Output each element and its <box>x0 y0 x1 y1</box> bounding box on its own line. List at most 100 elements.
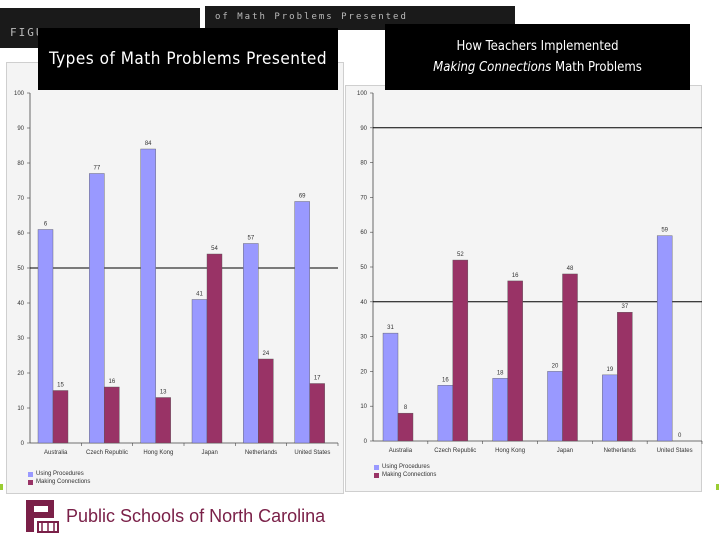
legend-swatch <box>28 479 33 485</box>
bar <box>155 397 171 444</box>
y-tick-label: 100 <box>357 91 368 97</box>
category-label: Japan <box>201 450 217 456</box>
right-chart-title-box: How Teachers Implemented Making Connecti… <box>385 24 690 90</box>
bar <box>507 280 523 442</box>
y-tick-label: 70 <box>360 195 367 201</box>
bar <box>492 378 508 442</box>
y-tick-label: 80 <box>17 161 24 167</box>
data-label: 13 <box>160 390 167 396</box>
footer-org-name: Public Schools of North Carolina <box>66 505 326 526</box>
right-chart-legend: Using Procedures Making Connections <box>374 464 436 480</box>
y-tick-label: 70 <box>17 196 24 202</box>
bar <box>206 253 223 444</box>
bar <box>656 235 673 442</box>
category-label: Netherlands <box>245 450 277 456</box>
category-label: Australia <box>389 448 413 454</box>
category-label: United States <box>657 448 693 454</box>
bar <box>562 273 578 442</box>
y-tick-label: 30 <box>360 335 367 341</box>
bar <box>140 148 156 444</box>
bar <box>243 243 259 444</box>
category-label: Czech Republic <box>86 450 128 456</box>
legend-label: Using Procedures <box>382 464 430 470</box>
bar <box>437 385 454 442</box>
data-label: 37 <box>621 304 628 310</box>
bar <box>52 390 69 444</box>
data-label: 77 <box>93 166 100 172</box>
bar <box>602 374 618 442</box>
data-label: 48 <box>567 266 574 272</box>
bar <box>397 412 414 442</box>
bar <box>37 229 54 444</box>
legend-item-connections: Making Connections <box>374 472 436 478</box>
legend-swatch <box>374 472 379 478</box>
legend-item-connections: Making Connections <box>28 479 90 485</box>
y-tick-label: 50 <box>17 266 24 272</box>
y-tick-label: 10 <box>17 406 24 412</box>
data-label: 17 <box>314 376 321 382</box>
bar <box>294 201 310 444</box>
right-chart-title-rest: Math Problems <box>555 60 642 75</box>
data-label: 59 <box>661 228 668 234</box>
data-label: 41 <box>196 292 203 298</box>
bar <box>547 371 563 442</box>
y-tick-label: 40 <box>17 301 24 307</box>
y-tick-label: 20 <box>360 369 367 375</box>
legend-label: Making Connections <box>382 472 437 478</box>
data-label: 18 <box>497 370 504 376</box>
legend-label: Using Procedures <box>36 471 84 477</box>
legend-swatch <box>28 471 33 477</box>
y-tick-label: 0 <box>21 441 25 447</box>
data-label: 6 <box>44 222 48 228</box>
bar <box>382 332 399 442</box>
left-chart-title-box: Types of Math Problems Presented <box>38 28 338 90</box>
data-label: 0 <box>678 433 682 439</box>
data-label: 84 <box>145 141 152 147</box>
y-tick-label: 40 <box>360 300 367 306</box>
category-label: Czech Republic <box>434 448 476 454</box>
y-tick-label: 80 <box>360 161 367 167</box>
category-label: Australia <box>44 450 68 456</box>
legend-item-procedures: Using Procedures <box>28 471 90 477</box>
footer: Public Schools of North Carolina <box>24 496 325 536</box>
slide-marker <box>716 484 719 490</box>
data-label: 24 <box>262 351 269 357</box>
left-chart-title: Types of Math Problems Presented <box>48 49 328 69</box>
data-label: 16 <box>512 273 519 279</box>
category-label: Netherlands <box>604 448 636 454</box>
legend-swatch <box>374 464 379 470</box>
bar <box>89 173 105 444</box>
y-tick-label: 60 <box>17 231 24 237</box>
legend-label: Making Connections <box>36 479 91 485</box>
right-chart-title-line1: How Teachers Implemented <box>456 39 619 54</box>
data-label: 69 <box>299 194 306 200</box>
y-tick-label: 0 <box>364 439 368 445</box>
data-label: 8 <box>404 405 408 411</box>
data-label: 16 <box>108 379 115 385</box>
legend-item-procedures: Using Procedures <box>374 464 436 470</box>
y-tick-label: 50 <box>360 265 367 271</box>
y-tick-label: 90 <box>17 126 24 132</box>
data-label: 16 <box>442 377 449 383</box>
bar <box>617 312 633 442</box>
slide-marker <box>0 484 3 490</box>
data-label: 31 <box>387 325 394 331</box>
data-label: 52 <box>457 252 464 258</box>
bar <box>104 386 120 444</box>
left-chart-legend: Using Procedures Making Connections <box>28 471 90 487</box>
y-tick-label: 30 <box>17 336 24 342</box>
dpi-logo-icon <box>26 500 59 533</box>
background-fragment: of Math Problems Presented <box>215 12 408 22</box>
y-tick-label: 10 <box>360 404 367 410</box>
right-chart-title-italic: Making Connections <box>433 60 552 75</box>
category-label: Japan <box>557 448 573 454</box>
data-label: 19 <box>606 367 613 373</box>
bar <box>258 358 274 444</box>
data-label: 15 <box>57 383 64 389</box>
data-label: 57 <box>247 236 254 242</box>
right-chart-title-line2: Making Connections Math Problems <box>433 57 642 78</box>
category-label: Hong Kong <box>495 448 525 454</box>
y-tick-label: 20 <box>17 371 24 377</box>
